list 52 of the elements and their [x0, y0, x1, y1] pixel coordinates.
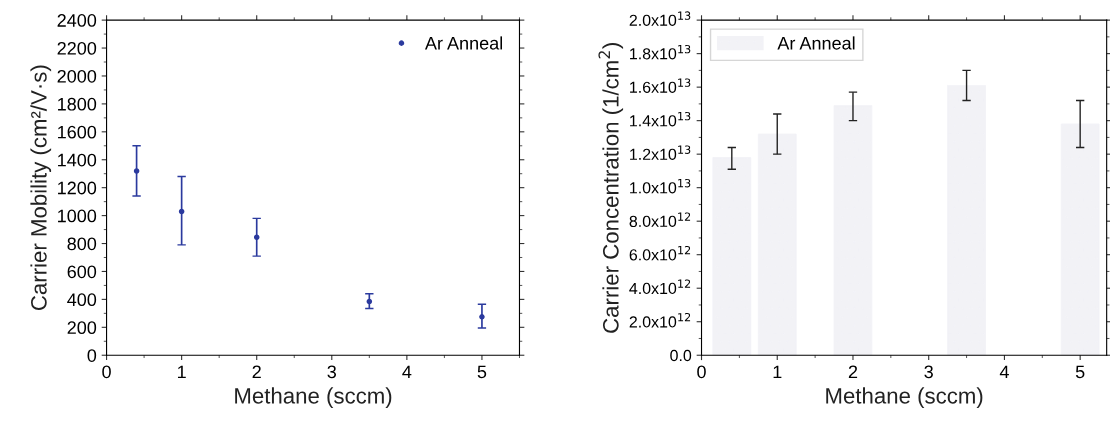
y-tick-label: 1200: [58, 181, 97, 195]
point: [253, 234, 260, 241]
x-tick-label: 1: [177, 365, 186, 379]
x-tick-label: 3: [327, 365, 337, 379]
bar: [833, 105, 873, 356]
x-tick-label: 5: [1075, 365, 1085, 379]
y-tick-label: 2400: [57, 14, 97, 27]
y-tick-label: 1.2x10$^{13}$: [630, 145, 691, 160]
y-tick-label: 1.6x10$^{13}$: [630, 78, 691, 93]
y-tick-label: 200: [67, 321, 97, 335]
y-tick-label: 6.0x10$^{12}$: [629, 245, 691, 261]
y-tick-label: 1.0x10$^{13}$: [630, 178, 691, 194]
y-tick-label: 1600: [58, 125, 97, 139]
y-tick-label: 0.0: [670, 349, 692, 362]
x-tick-label: 0: [102, 365, 111, 379]
legend-label: Ar Anneal: [424, 36, 503, 50]
y-tick-label: 8.0x10$^{12}$: [629, 212, 691, 228]
y-tick-label: 4.0x10$^{12}$: [629, 279, 691, 295]
y-axis-title: Carrier Concentration (1/cm$^{2}$): [598, 43, 624, 333]
y-tick-label: 800: [67, 237, 97, 251]
x-axis-title: Methane (sccm): [235, 387, 392, 409]
y-tick-label: 2.0x10$^{12}$: [629, 312, 691, 328]
y-tick-label: 400: [67, 293, 97, 307]
x-tick-label: 5: [477, 365, 487, 379]
point: [133, 168, 140, 174]
y-tick-label: 2000: [57, 69, 97, 83]
bar: [947, 85, 986, 356]
y-tick-label: 0: [87, 349, 97, 362]
legend-label: Ar Anneal: [777, 36, 855, 50]
y-tick-label: 1000: [58, 209, 97, 223]
x-tick-label: 4: [402, 365, 412, 379]
point: [178, 208, 185, 215]
y-tick-label: 1.4x10$^{13}$: [630, 111, 691, 127]
y-tick-label: 1400: [58, 153, 97, 167]
x-axis-title: Methane (sccm): [826, 387, 983, 409]
x-tick-label: 1: [773, 365, 782, 379]
y-tick-label: 1800: [58, 97, 97, 111]
x-tick-label: 2: [848, 365, 858, 379]
bar: [1060, 123, 1100, 356]
x-tick-label: 2: [252, 365, 261, 379]
y-tick-label: 2200: [57, 41, 97, 55]
bar: [757, 133, 797, 356]
x-tick-label: 0: [697, 365, 706, 379]
y-tick-label: 600: [67, 265, 97, 279]
point: [366, 298, 373, 305]
y-tick-label: 2.0x10$^{13}$: [629, 11, 691, 26]
point: [479, 314, 485, 320]
x-tick-label: 4: [999, 365, 1009, 379]
bar: [712, 157, 752, 356]
y-axis-title: Carrier Mobility (cm²/V·s): [30, 65, 52, 310]
y-tick-label: 1.8x10$^{13}$: [630, 44, 691, 60]
x-tick-label: 3: [924, 365, 933, 379]
